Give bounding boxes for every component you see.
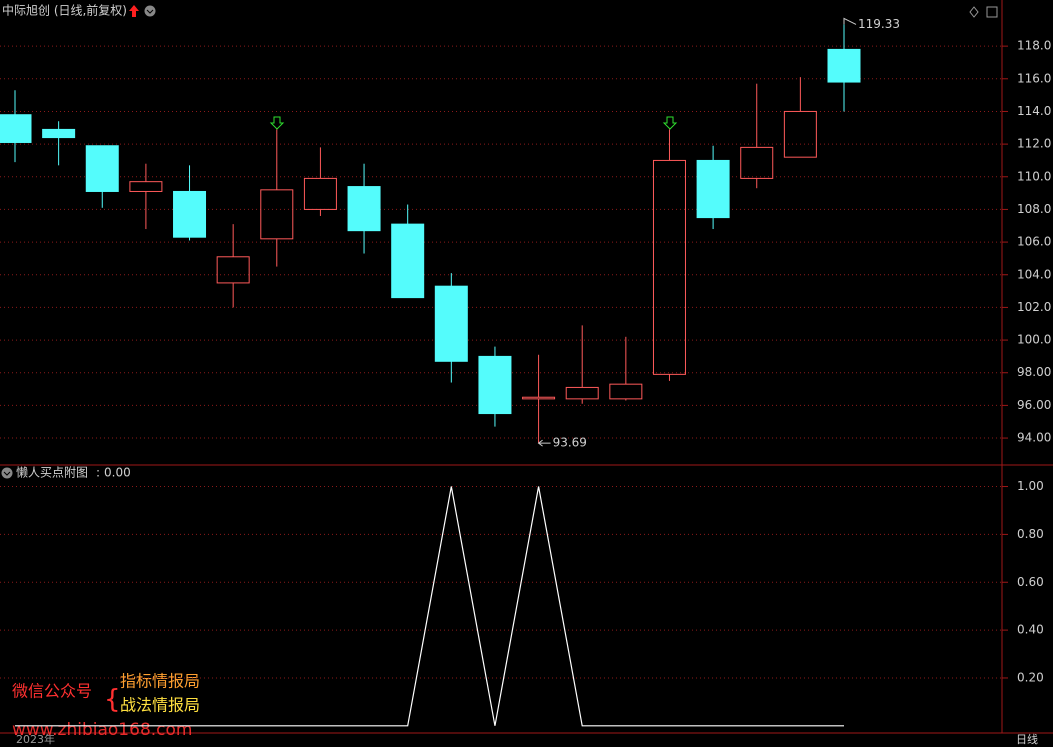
candle-body: [391, 223, 425, 299]
signal-arrow: [269, 116, 678, 130]
y-tick-label: 106.0: [1017, 235, 1051, 249]
y-tick-label: 0.60: [1017, 575, 1044, 589]
period-label: 日线: [1016, 732, 1038, 746]
watermark: www.zhibiao168.com: [12, 720, 192, 740]
candle-body: [740, 146, 774, 179]
y-tick-label: 110.0: [1017, 169, 1051, 183]
candle-body: [0, 114, 32, 143]
y-tick-label: 0.20: [1017, 670, 1044, 684]
candle-body: [347, 186, 381, 232]
candle-body: [609, 383, 643, 400]
y-tick-label: 104.0: [1017, 267, 1051, 281]
annotation-arrow: [843, 17, 857, 25]
candle-body: [478, 355, 512, 415]
y-tick-label: 100.0: [1017, 333, 1051, 347]
x-axis-label: 2023年: [16, 732, 55, 746]
indicator-line: [15, 486, 844, 727]
chart-title: 中际旭创 (日线,前复权): [2, 3, 127, 18]
y-tick-label: 94.00: [1017, 431, 1051, 445]
candle-body: [827, 48, 861, 83]
y-tick-label: 96.00: [1017, 398, 1051, 412]
candle-body: [652, 159, 686, 375]
y-tick-label: 102.0: [1017, 300, 1051, 314]
indicator-value: 0.00: [104, 466, 131, 480]
up-icon: [129, 5, 139, 17]
y-tick-label: 0.40: [1017, 623, 1044, 637]
watermark: 微信公众号: [12, 682, 92, 701]
y-tick-label: 1.00: [1017, 479, 1044, 493]
y-tick-label: 112.0: [1017, 137, 1051, 151]
candle-body: [129, 181, 163, 192]
candle-body: [522, 396, 556, 400]
y-tick-label: 116.0: [1017, 71, 1051, 85]
candle-body: [42, 128, 76, 139]
y-tick-label: 98.00: [1017, 365, 1051, 379]
low-label: 93.69: [553, 436, 587, 450]
candle-body: [434, 285, 468, 362]
candle-body: [303, 177, 337, 210]
candle-body: [216, 256, 250, 284]
y-tick-label: 0.80: [1017, 527, 1044, 541]
candle-body: [260, 189, 294, 240]
menu-icon[interactable]: [1, 467, 13, 479]
candle-body: [783, 110, 817, 158]
candle-body: [696, 159, 730, 219]
watermark: 指标情报局: [120, 672, 200, 691]
indicator-title: 懒人买点附图: [16, 466, 88, 480]
y-tick-label: 108.0: [1017, 202, 1051, 216]
menu-icon-arrow: [146, 9, 154, 14]
menu-icon-arrow: [3, 471, 11, 476]
candle-body: [173, 190, 207, 238]
annotation-arrow: [537, 439, 551, 447]
candle-body: [565, 386, 599, 400]
window-icon[interactable]: [986, 6, 998, 18]
brace: {: [104, 685, 121, 715]
high-label: 119.33: [858, 17, 900, 31]
menu-icon[interactable]: [144, 5, 156, 17]
indicator-sep: :: [96, 466, 100, 480]
y-tick-label: 114.0: [1017, 104, 1051, 118]
candle-body: [85, 145, 119, 192]
y-tick-label: 118.0: [1017, 39, 1051, 53]
watermark: 战法情报局: [120, 696, 200, 715]
diamond-icon[interactable]: [969, 6, 979, 18]
